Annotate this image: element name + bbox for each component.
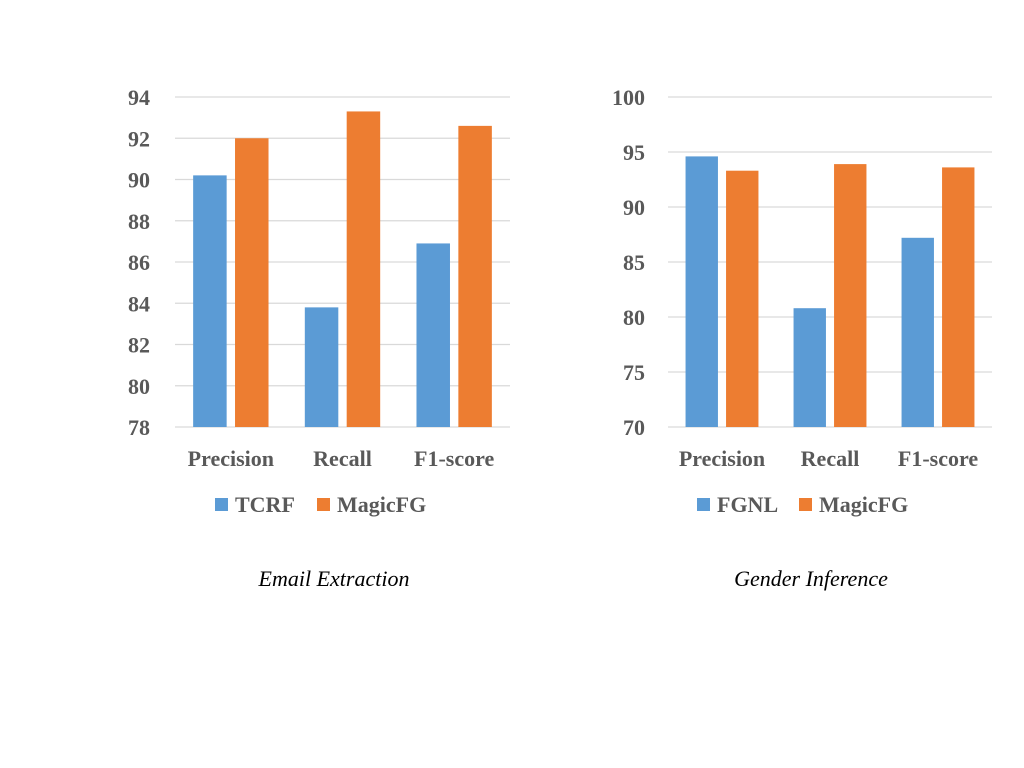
y-tick-label: 88 [128,209,150,234]
bar-magicfg-precision [235,138,269,427]
bar-fgnl-recall [793,308,826,427]
y-tick-label: 90 [128,168,150,193]
y-tick-label: 90 [623,195,645,220]
x-category-label: Precision [679,446,765,471]
y-tick-label: 75 [623,360,645,385]
y-tick-label: 85 [623,250,645,275]
bar-magicfg-precision [726,170,759,427]
bar-tcrf-recall [304,307,339,427]
y-tick-label: 80 [623,305,645,330]
chart-caption: Email Extraction [258,566,410,591]
bar-magicfg-recall [834,164,867,427]
legend-swatch [697,498,710,511]
x-category-label: F1-score [898,446,978,471]
y-tick-label: 80 [128,374,150,399]
bar-magicfg-recall [346,111,381,427]
email-extraction-chart: 78 80 82 84 86 88 90 92 94 Precision Recall F1-scor… [128,85,510,591]
gender-inference-chart: 70 75 80 85 90 95 100 Precision Recall F1-score FG… [612,85,992,591]
y-tick-label: 70 [623,415,645,440]
y-tick-label: 95 [623,140,645,165]
legend-swatch [317,498,330,511]
legend: TCRF MagicFG [215,492,426,517]
bar-magicfg-f1-score [942,167,975,427]
x-category-label: Precision [188,446,274,471]
legend-label: TCRF [235,492,295,517]
x-category-label: Recall [801,446,860,471]
bar-fgnl-precision [685,156,718,427]
legend: FGNL MagicFG [697,492,908,517]
x-category-label: Recall [313,446,372,471]
x-category-label: F1-score [414,446,494,471]
legend-swatch [215,498,228,511]
chart-caption: Gender Inference [734,566,888,591]
y-tick-label: 84 [128,291,150,316]
bar-tcrf-precision [193,175,227,427]
y-tick-label: 100 [612,85,645,110]
bar-tcrf-f1-score [416,243,450,427]
bar-fgnl-f1-score [901,237,934,427]
bar-magicfg-f1-score [458,125,492,427]
y-tick-label: 92 [128,126,150,151]
y-tick-label: 86 [128,250,150,275]
y-tick-label: 94 [128,85,150,110]
legend-label: MagicFG [337,492,426,517]
legend-label: FGNL [717,492,778,517]
y-tick-label: 78 [128,415,150,440]
legend-swatch [799,498,812,511]
legend-label: MagicFG [819,492,908,517]
y-tick-label: 82 [128,333,150,358]
